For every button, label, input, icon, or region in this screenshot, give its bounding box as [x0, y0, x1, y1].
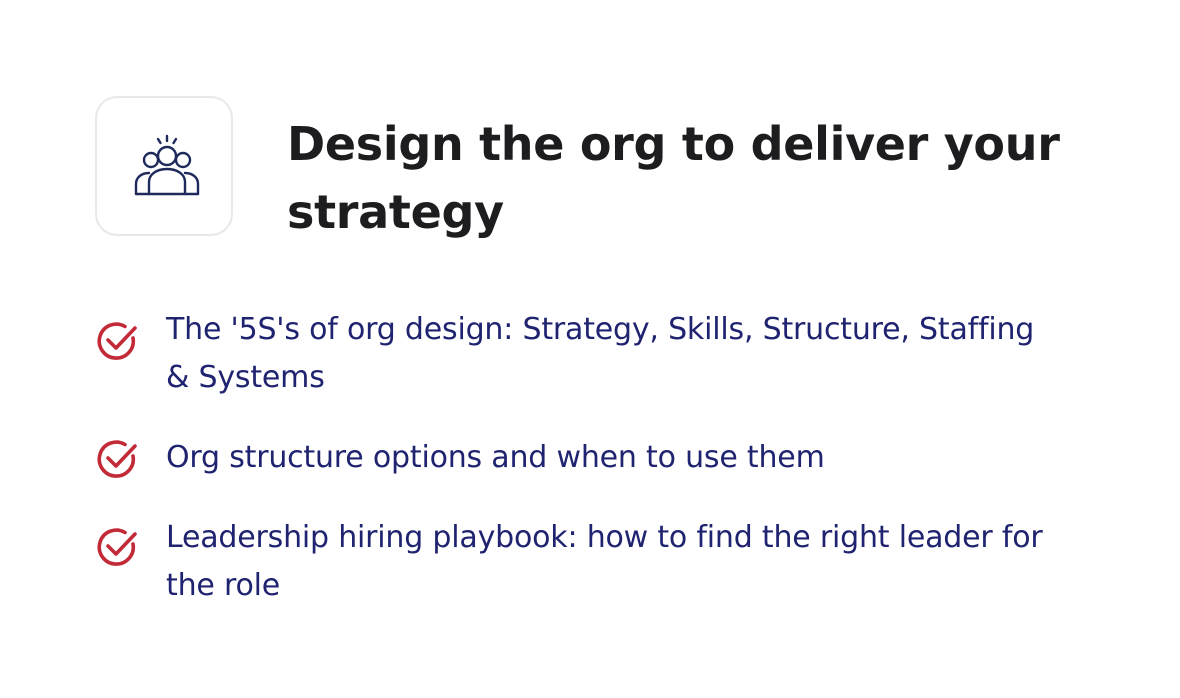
- list-item-text: Org structure options and when to use th…: [166, 440, 825, 475]
- feature-icon-card: [95, 96, 233, 236]
- check-circle-icon: [97, 528, 137, 566]
- section-title: Design the org to deliver your strategy: [287, 117, 1060, 239]
- list-item-text: The '5S's of org design: Strategy, Skill…: [166, 312, 1035, 395]
- check-circle-icon: [97, 440, 137, 478]
- list-item-text: Leadership hiring playbook: how to find …: [166, 520, 1043, 603]
- team-group-icon: [134, 134, 200, 196]
- check-circle-icon: [97, 322, 137, 360]
